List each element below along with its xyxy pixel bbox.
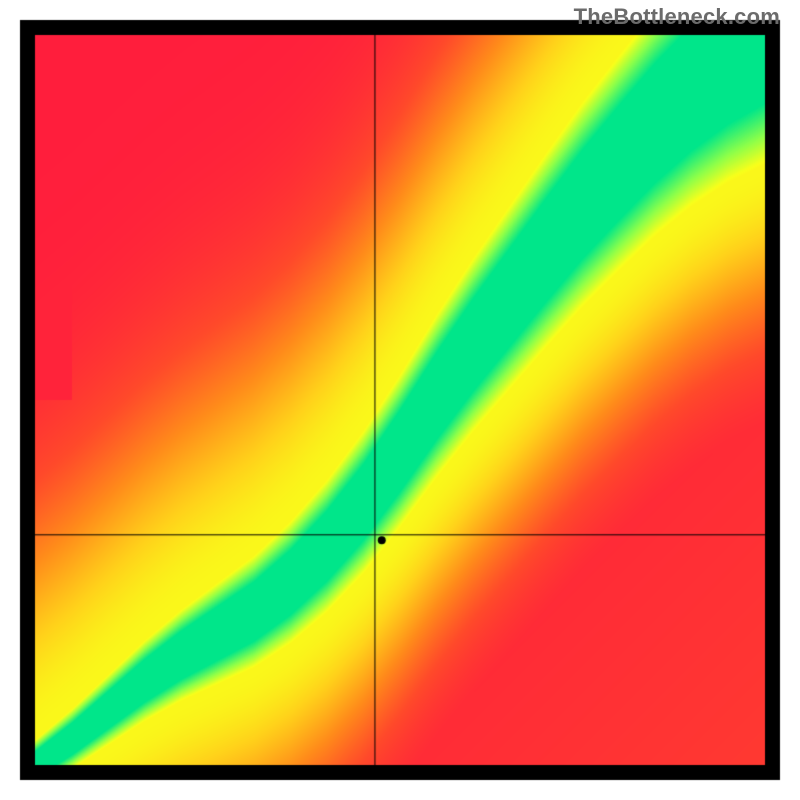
watermark-text: TheBottleneck.com	[574, 4, 780, 30]
page-root: TheBottleneck.com	[0, 0, 800, 800]
bottleneck-heatmap	[0, 0, 800, 800]
